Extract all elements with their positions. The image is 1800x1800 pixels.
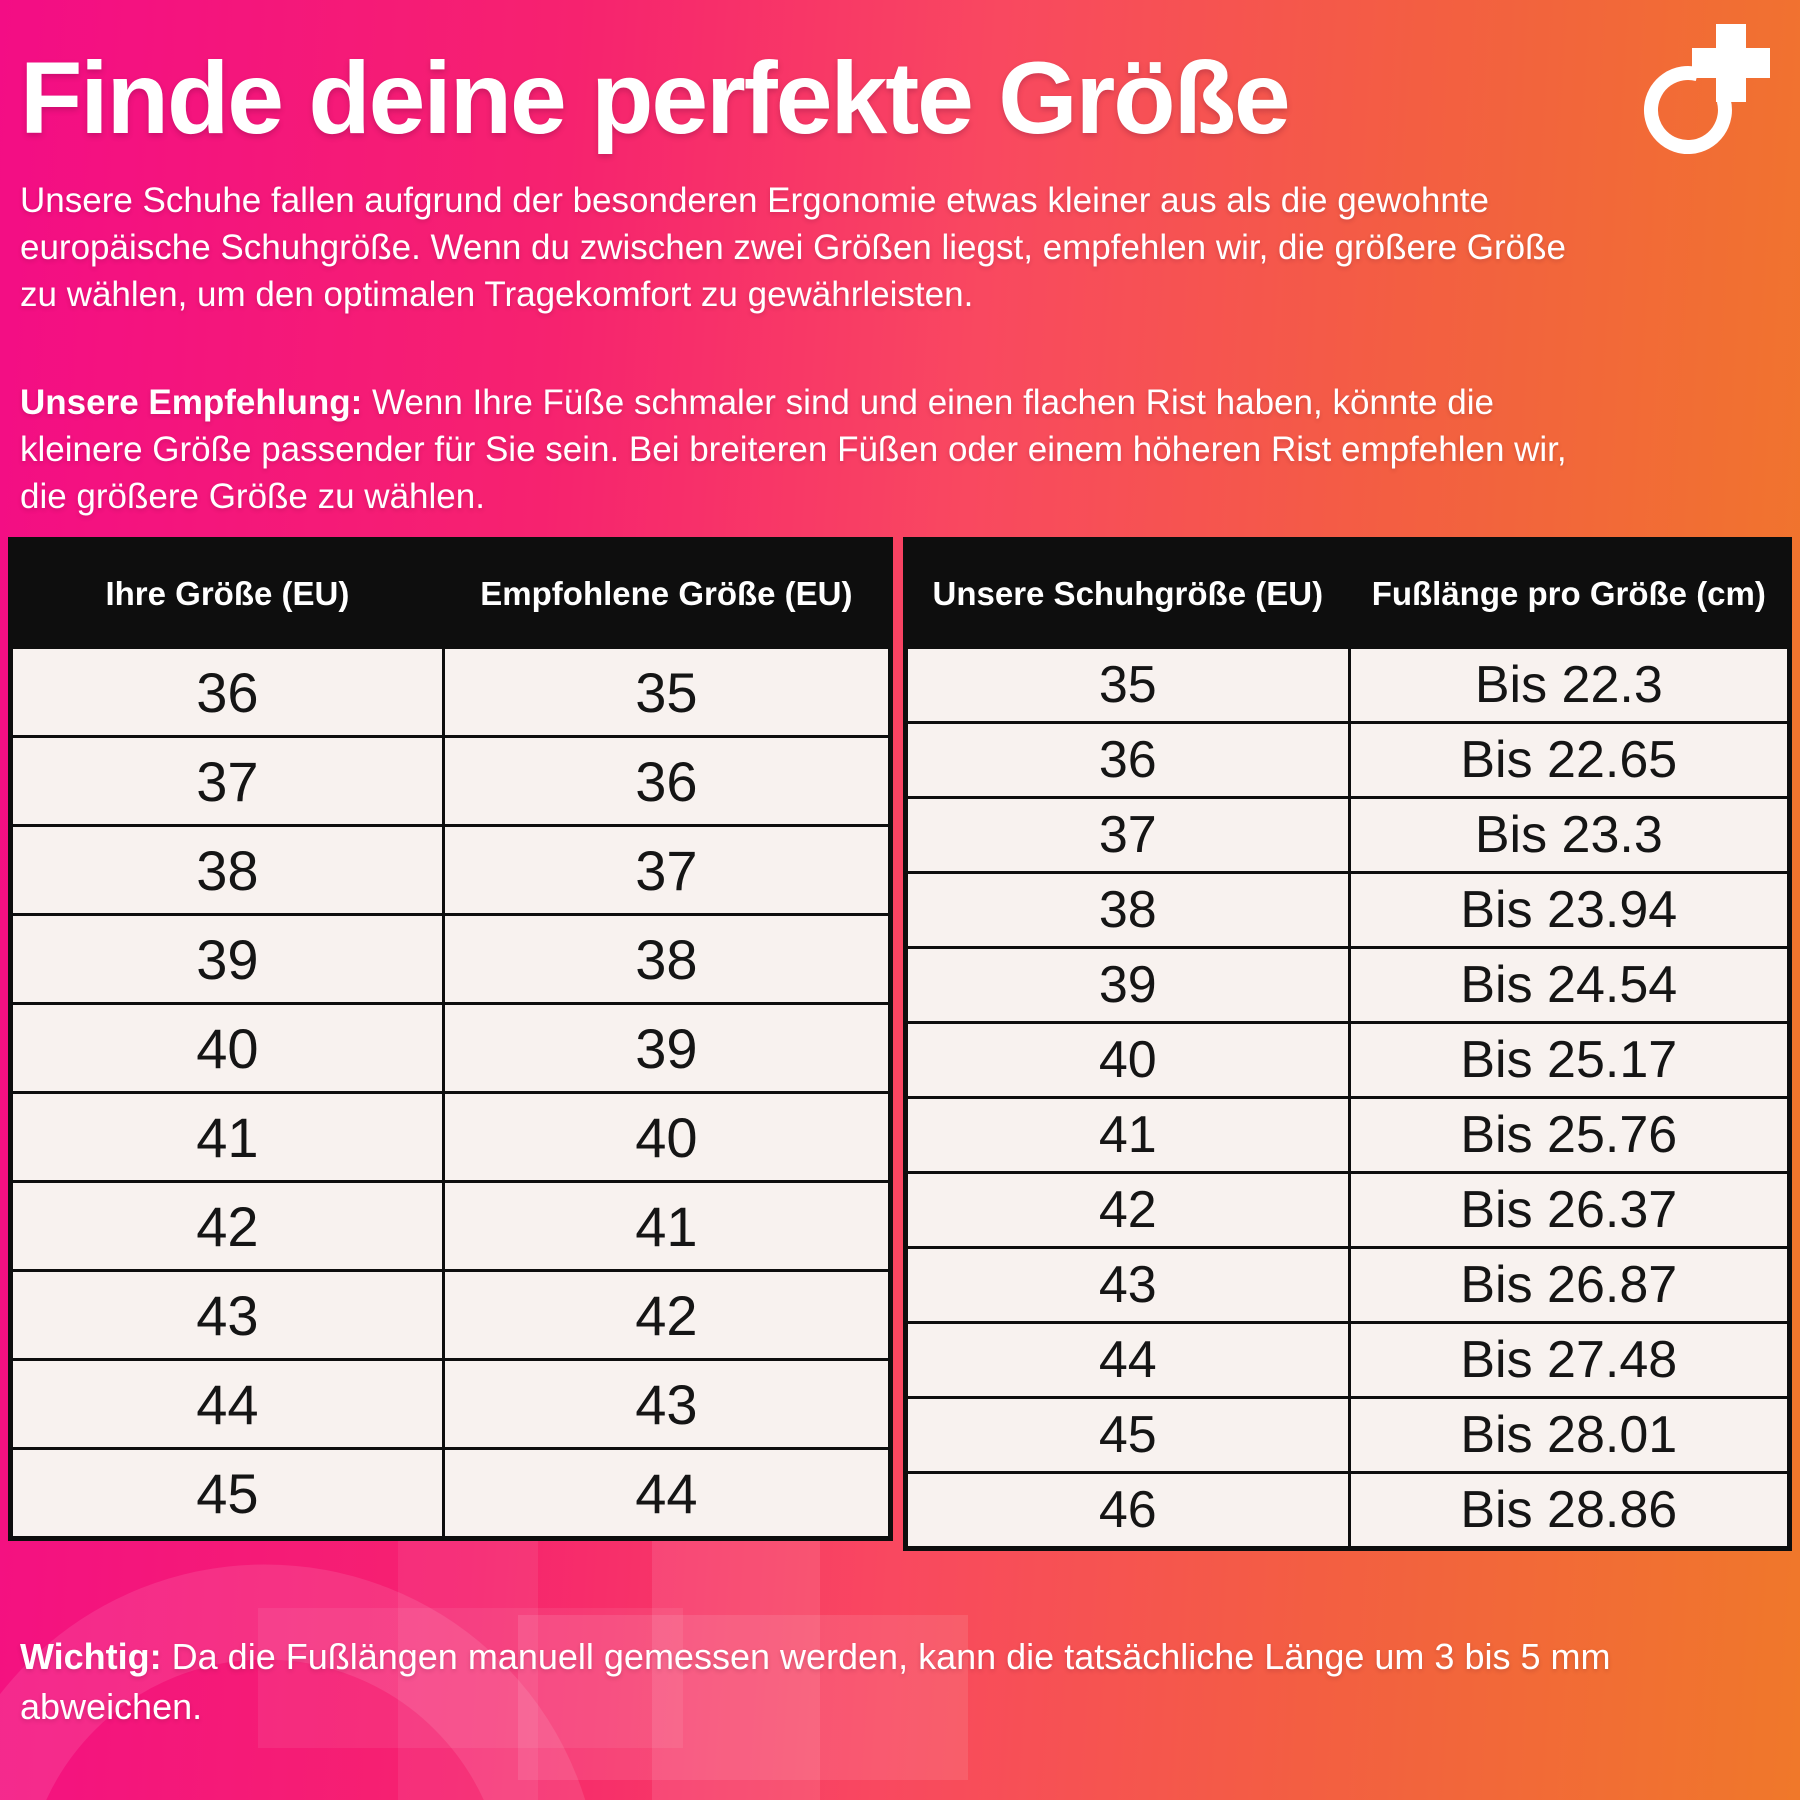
column-header-foot-length: Fußlänge pro Größe (cm) [1347,538,1792,649]
table-cell: 43 [9,1269,445,1361]
table-cell: Bis 27.48 [1347,1321,1792,1399]
header-row: Unsere Schuhgröße (EU) Fußlänge pro Größ… [904,538,1792,649]
table-row: 44 43 [9,1358,893,1450]
recommendation-label: Unsere Empfehlung: [20,383,363,422]
table-row: 42 41 [9,1180,893,1272]
table-cell: 41 [441,1180,893,1272]
table-row: 36 35 [9,646,893,738]
table-row: 44 Bis 27.48 [904,1321,1792,1399]
table-cell: Bis 26.37 [1347,1171,1792,1249]
table-row: 37 36 [9,735,893,827]
table-cell: 44 [904,1321,1351,1399]
table-cell: 40 [441,1091,893,1183]
table-cell: 37 [9,735,445,827]
table-row: 43 Bis 26.87 [904,1246,1792,1324]
table-cell: 39 [9,913,445,1005]
footer-note: Wichtig: Da die Fußlängen manuell gemess… [20,1632,1720,1731]
table-cell: Bis 28.01 [1347,1396,1792,1474]
table-cell: Bis 22.3 [1347,646,1792,724]
table-row: 38 Bis 23.94 [904,871,1792,949]
table-row: 41 Bis 25.76 [904,1096,1792,1174]
table-cell: Bis 25.76 [1347,1096,1792,1174]
table-row: 40 Bis 25.17 [904,1021,1792,1099]
table-row: 38 37 [9,824,893,916]
table-cell: 38 [9,824,445,916]
table-row: 45 44 [9,1447,893,1540]
table-cell: 42 [904,1171,1351,1249]
table-row: 40 39 [9,1002,893,1094]
table-cell: 42 [441,1269,893,1361]
table-row: 42 Bis 26.37 [904,1171,1792,1249]
table-row: 37 Bis 23.3 [904,796,1792,874]
table-cell: 40 [9,1002,445,1094]
page-title: Finde deine perfekte Größe [20,41,1291,155]
table-cell: 36 [441,735,893,827]
table-cell: 44 [9,1358,445,1450]
table-row: 36 Bis 22.65 [904,721,1792,799]
table-header: Unsere Schuhgröße (EU) Fußlänge pro Größ… [904,538,1792,649]
table-cell: 39 [441,1002,893,1094]
header-row: Ihre Größe (EU) Empfohlene Größe (EU) [9,538,893,649]
recommendation-text: Unsere Empfehlung: Wenn Ihre Füße schmal… [20,380,1580,521]
intro-text: Unsere Schuhe fallen aufgrund der besond… [20,181,1566,314]
table-cell: 37 [441,824,893,916]
table-cell: 38 [441,913,893,1005]
table-row: 41 40 [9,1091,893,1183]
table-cell: 39 [904,946,1351,1024]
table-cell: 35 [441,646,893,738]
table-header: Ihre Größe (EU) Empfohlene Größe (EU) [9,538,893,649]
recommendation-body: Wenn Ihre Füße schmaler sind und einen f… [20,383,1567,516]
foot-length-table: Unsere Schuhgröße (EU) Fußlänge pro Größ… [903,537,1792,1551]
footer-note-label: Wichtig: [20,1636,162,1677]
size-conversion-table: Ihre Größe (EU) Empfohlene Größe (EU) 36… [8,537,893,1541]
table-cell: 43 [904,1246,1351,1324]
table-cell: 41 [904,1096,1351,1174]
table-cell: 41 [9,1091,445,1183]
table-cell: 42 [9,1180,445,1272]
table-cell: 37 [904,796,1351,874]
table-row: 45 Bis 28.01 [904,1396,1792,1474]
table-row: 39 38 [9,913,893,1005]
table-body: 35 Bis 22.3 36 Bis 22.65 37 Bis 23.3 38 Bis 23.… [904,646,1792,1550]
column-header-our-shoe-size: Unsere Schuhgröße (EU) [904,538,1351,649]
footer-note-body: Da die Fußlängen manuell gemessen werden… [20,1636,1611,1727]
table-cell: 40 [904,1021,1351,1099]
table-cell: Bis 23.94 [1347,871,1792,949]
table-cell: 36 [9,646,445,738]
table-cell: 35 [904,646,1351,724]
table-cell: 46 [904,1471,1351,1550]
column-header-your-size: Ihre Größe (EU) [9,538,445,649]
table-cell: 38 [904,871,1351,949]
table-cell: 45 [9,1447,445,1540]
table-cell: Bis 24.54 [1347,946,1792,1024]
table-row: 46 Bis 28.86 [904,1471,1792,1550]
table-row: 35 Bis 22.3 [904,646,1792,724]
column-header-recommended-size: Empfohlene Größe (EU) [441,538,893,649]
table-cell: 44 [441,1447,893,1540]
table-cell: Bis 23.3 [1347,796,1792,874]
table-row: 39 Bis 24.54 [904,946,1792,1024]
circle-plus-icon [1644,24,1770,154]
table-cell: 36 [904,721,1351,799]
table-cell: 45 [904,1396,1351,1474]
table-cell: Bis 22.65 [1347,721,1792,799]
table-cell: Bis 26.87 [1347,1246,1792,1324]
table-cell: Bis 28.86 [1347,1471,1792,1550]
table-body: 36 35 37 36 38 37 39 38 40 39 41 40 42 41 43 42 44 43 45 44 [9,646,893,1540]
table-cell: 43 [441,1358,893,1450]
table-cell: Bis 25.17 [1347,1021,1792,1099]
table-row: 43 42 [9,1269,893,1361]
